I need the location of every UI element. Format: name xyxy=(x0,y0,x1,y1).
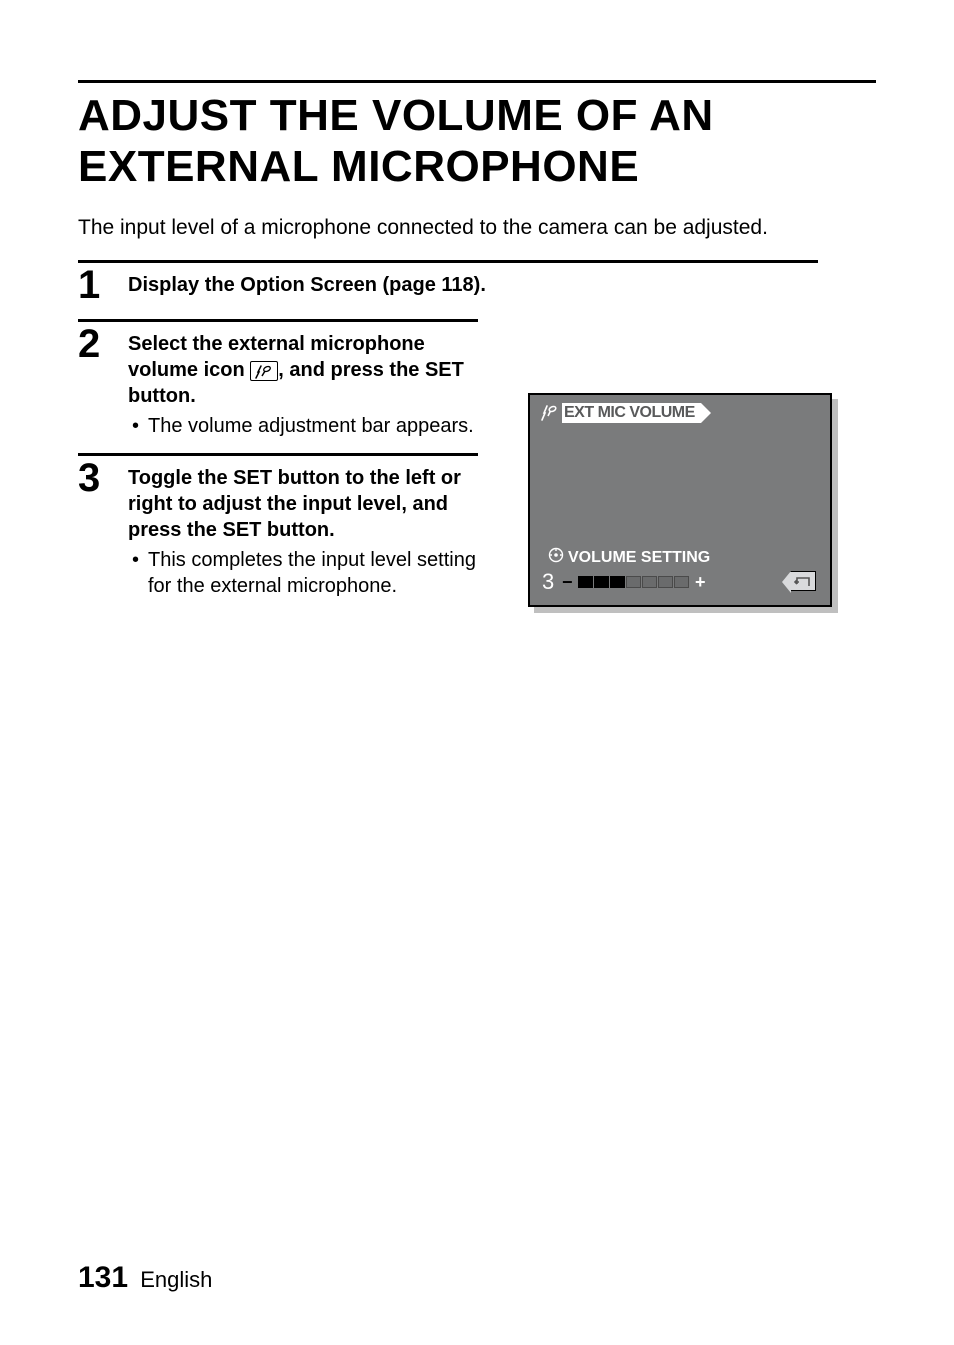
page-title: ADJUST THE VOLUME OF AN EXTERNAL MICROPH… xyxy=(78,91,876,192)
step-2-sub: The volume adjustment bar appears. xyxy=(128,413,498,439)
back-button xyxy=(790,571,816,591)
volume-value: 3 xyxy=(542,569,554,595)
volume-segment xyxy=(674,576,689,588)
volume-segment xyxy=(594,576,609,588)
volume-segment xyxy=(626,576,641,588)
lcd-screen: EXT MIC VOLUME VOLUME SETTING 3 − + xyxy=(528,393,832,607)
lcd-header: EXT MIC VOLUME xyxy=(540,403,701,423)
lcd-header-text: EXT MIC VOLUME xyxy=(564,404,695,422)
step-3: 3 Toggle the SET button to the left or r… xyxy=(78,456,498,599)
volume-plus-icon: + xyxy=(693,575,707,589)
step-2: 2 Select the external microphone volume … xyxy=(78,322,498,439)
joystick-icon xyxy=(548,547,564,568)
page-footer: 131 English xyxy=(78,1261,212,1295)
step-1: 1 Display the Option Screen (page 118). xyxy=(78,263,818,305)
page-language: English xyxy=(140,1267,212,1292)
step-1-number: 1 xyxy=(78,263,112,305)
volume-segment xyxy=(578,576,593,588)
step-3-number: 3 xyxy=(78,456,112,498)
lcd-column: EXT MIC VOLUME VOLUME SETTING 3 − + xyxy=(528,319,876,607)
step-3-sub: This completes the input level setting f… xyxy=(128,547,498,599)
volume-segment xyxy=(642,576,657,588)
back-arrow-icon xyxy=(790,571,816,591)
mic-icon xyxy=(540,404,558,422)
step-3-text: Toggle the SET button to the left or rig… xyxy=(128,465,498,543)
volume-row: 3 − + xyxy=(542,569,707,595)
step-1-text: Display the Option Screen (page 118). xyxy=(128,272,818,298)
lcd-subtitle-text: VOLUME SETTING xyxy=(568,549,710,567)
mic-volume-icon xyxy=(250,361,278,381)
steps-left-column: 2 Select the external microphone volume … xyxy=(78,319,498,613)
step-2-number: 2 xyxy=(78,322,112,364)
intro-text: The input level of a microphone connecte… xyxy=(78,216,876,240)
volume-minus-icon: − xyxy=(560,575,574,589)
rule-top xyxy=(78,80,876,83)
page-number: 131 xyxy=(78,1261,128,1294)
step-2-text: Select the external microphone volume ic… xyxy=(128,331,498,409)
volume-bar xyxy=(578,576,689,588)
volume-segment xyxy=(610,576,625,588)
lcd-header-badge: EXT MIC VOLUME xyxy=(562,403,701,423)
volume-segment xyxy=(658,576,673,588)
lcd-subtitle-row: VOLUME SETTING xyxy=(548,547,710,568)
